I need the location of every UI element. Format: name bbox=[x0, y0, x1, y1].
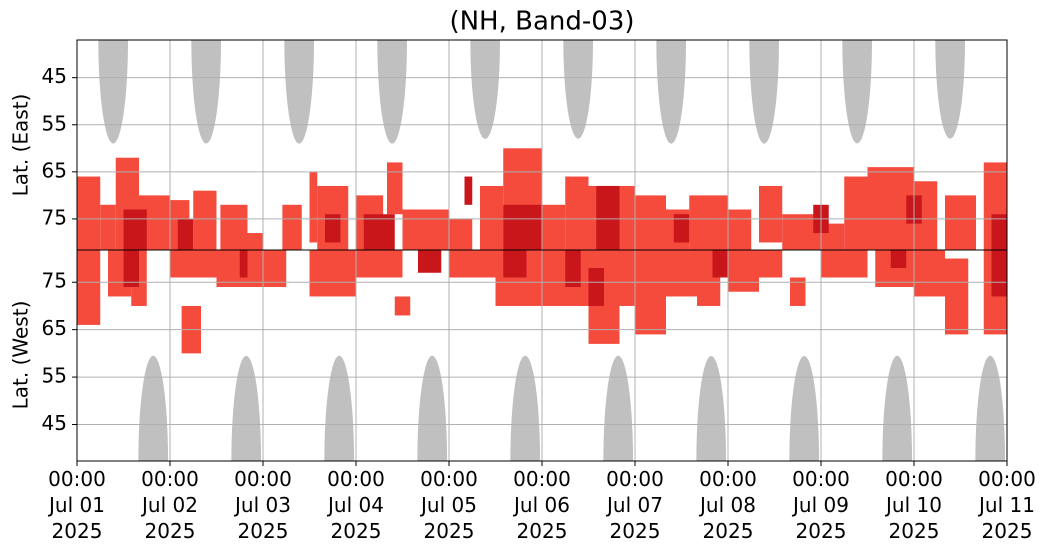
x-tick-label: 00:00 Jul 06 2025 bbox=[513, 467, 571, 543]
intensity-cell bbox=[356, 250, 403, 278]
x-tick-label: 00:00 Jul 09 2025 bbox=[792, 467, 850, 543]
intensity-cell bbox=[263, 250, 287, 287]
daylight-arch bbox=[749, 40, 780, 144]
intensity-cell bbox=[239, 250, 248, 278]
daylight-arch bbox=[470, 40, 501, 139]
y-tick-label: 55 bbox=[42, 111, 67, 135]
intensity-cell bbox=[565, 250, 581, 287]
x-tick-label: 00:00 Jul 02 2025 bbox=[141, 467, 199, 543]
intensity-cell bbox=[673, 214, 690, 243]
intensity-cell bbox=[282, 204, 302, 250]
intensity-cell bbox=[170, 250, 217, 278]
intensity-cell bbox=[728, 209, 752, 250]
daylight-arch bbox=[563, 40, 594, 139]
intensity-cell bbox=[619, 250, 635, 306]
y-tick-label: 65 bbox=[42, 316, 67, 340]
intensity-cell bbox=[464, 176, 473, 205]
intensity-cell bbox=[635, 195, 666, 250]
y-tick-label: 65 bbox=[42, 158, 67, 182]
intensity-cell bbox=[100, 204, 116, 250]
intensity-cell bbox=[363, 214, 395, 250]
x-tick-label: 00:00 Jul 04 2025 bbox=[327, 467, 385, 543]
intensity-cell bbox=[325, 214, 341, 243]
intensity-cell bbox=[759, 250, 783, 278]
intensity-cell bbox=[480, 185, 504, 250]
intensity-cell bbox=[945, 258, 969, 335]
intensity-cell bbox=[309, 250, 356, 297]
x-tick-label: 00:00 Jul 10 2025 bbox=[885, 467, 943, 543]
daylight-arch bbox=[510, 355, 541, 461]
daylight-arch bbox=[231, 355, 262, 461]
intensity-cell bbox=[945, 195, 976, 250]
daylight-arch bbox=[656, 40, 687, 144]
intensity-cell bbox=[309, 171, 318, 243]
y-tick-label: 75 bbox=[42, 205, 67, 229]
daylight-arch bbox=[882, 355, 913, 461]
daylight-arch bbox=[789, 355, 820, 461]
intensity-cell bbox=[220, 204, 248, 250]
intensity-cell bbox=[991, 214, 1007, 250]
intensity-cell bbox=[914, 250, 945, 297]
intensity-cell bbox=[503, 250, 527, 278]
data-layer bbox=[77, 40, 1007, 461]
x-tick-label: 00:00 Jul 07 2025 bbox=[606, 467, 664, 543]
intensity-cell bbox=[759, 185, 783, 243]
daylight-arch bbox=[417, 355, 448, 461]
y-tick-label: 45 bbox=[42, 411, 67, 435]
x-tick-label: 00:00 Jul 03 2025 bbox=[234, 467, 292, 543]
y-axis-label: Lat. (East) bbox=[9, 94, 33, 197]
chart-title: (NH, Band-03) bbox=[449, 7, 634, 37]
intensity-cell bbox=[449, 218, 473, 250]
intensity-cell bbox=[123, 209, 147, 250]
intensity-cell bbox=[247, 233, 263, 250]
intensity-cell bbox=[77, 250, 101, 325]
intensity-cell bbox=[193, 190, 217, 250]
intensity-cell bbox=[503, 204, 542, 250]
x-tick-label: 00:00 Jul 11 2025 bbox=[978, 467, 1036, 543]
y-tick-label: 45 bbox=[42, 64, 67, 88]
intensity-cell bbox=[689, 195, 728, 250]
intensity-cell bbox=[790, 277, 806, 306]
intensity-cell bbox=[394, 296, 411, 316]
daylight-arch bbox=[603, 355, 634, 461]
daylight-arch bbox=[191, 40, 222, 144]
intensity-cell bbox=[821, 250, 868, 278]
intensity-cell bbox=[890, 250, 907, 269]
intensity-cell bbox=[418, 250, 442, 273]
daylight-arch bbox=[935, 40, 966, 139]
intensity-cell bbox=[844, 176, 868, 250]
daylight-arch bbox=[284, 40, 315, 144]
daylight-arch bbox=[324, 355, 355, 461]
intensity-cell bbox=[402, 209, 449, 250]
daylight-arch bbox=[842, 40, 873, 144]
daylight-arch bbox=[98, 40, 129, 144]
intensity-cell bbox=[565, 176, 589, 250]
intensity-cell bbox=[991, 250, 1007, 297]
intensity-cell bbox=[588, 268, 604, 306]
intensity-cell bbox=[77, 176, 101, 250]
intensity-cell bbox=[123, 250, 139, 287]
daylight-arch bbox=[138, 355, 169, 461]
daylight-arch bbox=[696, 355, 727, 461]
intensity-cell bbox=[712, 250, 728, 278]
intensity-cell bbox=[728, 250, 759, 292]
intensity-cell bbox=[449, 250, 496, 278]
intensity-cell bbox=[542, 204, 566, 250]
y-tick-label: 55 bbox=[42, 364, 67, 388]
x-tick-label: 00:00 Jul 01 2025 bbox=[48, 467, 106, 543]
daylight-arch bbox=[975, 355, 1006, 461]
x-tick-label: 00:00 Jul 08 2025 bbox=[699, 467, 757, 543]
frame-layer: 45 55 65 75 45 55 65 75 bbox=[42, 39, 1008, 466]
intensity-cell bbox=[635, 250, 666, 335]
intensity-cell bbox=[177, 218, 194, 250]
y-tick-label: 75 bbox=[42, 269, 67, 293]
intensity-cell bbox=[387, 162, 403, 215]
y-axis-label: Lat. (West) bbox=[9, 301, 33, 410]
intensity-cell bbox=[596, 185, 620, 250]
x-tick-label: 00:00 Jul 05 2025 bbox=[420, 467, 478, 543]
intensity-cell bbox=[666, 250, 697, 297]
daylight-arch bbox=[377, 40, 408, 144]
